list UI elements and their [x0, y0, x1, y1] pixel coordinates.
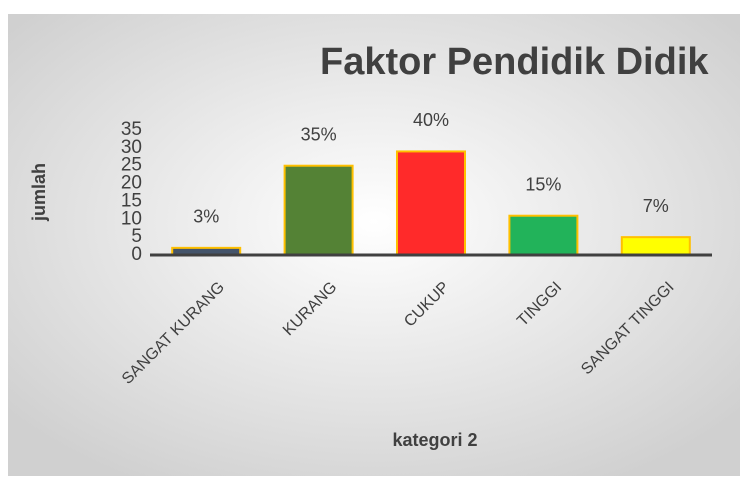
bar [508, 214, 579, 256]
y-axis-label: jumlah [29, 163, 49, 222]
bar [620, 236, 691, 256]
data-label: 40% [413, 110, 449, 130]
y-tick-label: 5 [131, 226, 142, 247]
chart-title: Faktor Pendidik Didik [320, 41, 709, 83]
x-axis-label: kategori 2 [392, 430, 477, 450]
bar [283, 164, 354, 256]
data-label: 3% [193, 207, 219, 227]
y-tick-label: 35 [121, 119, 142, 140]
data-label: 7% [643, 196, 669, 216]
y-tick-label: 20 [121, 173, 142, 194]
y-tick-label: 0 [131, 244, 142, 265]
bar [396, 150, 466, 256]
data-label: 15% [525, 174, 561, 194]
y-tick-label: 30 [121, 137, 142, 158]
chart-background [8, 14, 740, 476]
y-tick-label: 15 [121, 190, 142, 211]
data-label: 35% [301, 124, 337, 144]
y-tick-label: 25 [121, 155, 142, 176]
y-tick-label: 10 [121, 208, 142, 229]
